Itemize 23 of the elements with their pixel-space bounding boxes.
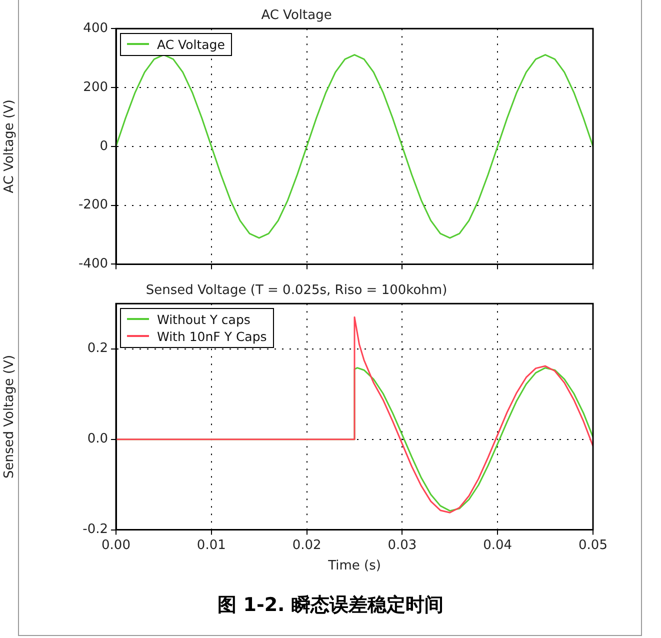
x-tick-label: 0.00 [102,538,130,553]
y-tick-label: -200 [78,198,108,213]
x-tick-label: 0.01 [196,538,226,553]
legend-label: With 10nF Y Caps [157,328,267,344]
chart-title: AC Voltage [261,8,332,24]
y-axis-title: Sensed Voltage (V) [2,354,18,478]
caption: 图 1-2. 瞬态误差稳定时间 [216,593,444,618]
y-tick-label: 400 [83,20,108,36]
x-tick-label: 0.02 [292,538,322,553]
y-tick-label: -0.2 [82,522,108,538]
x-tick-label: 0.03 [388,538,417,553]
y-axis-title: AC Voltage (V) [2,99,18,194]
x-axis-title: Time (s) [327,558,381,574]
y-tick-label: 0.2 [87,341,108,356]
chart-title: Sensed Voltage (T = 0.025s, Riso = 100kohm) [146,283,448,298]
x-tick-label: 0.05 [578,538,608,553]
legend-label: AC Voltage [157,36,225,52]
y-tick-label: 0.0 [87,432,108,447]
y-tick-label: 200 [83,80,108,95]
y-tick-label: -400 [78,256,108,272]
x-tick-label: 0.04 [483,538,512,553]
y-tick-label: 0 [100,138,108,154]
legend-label: Without Y caps [157,312,250,327]
